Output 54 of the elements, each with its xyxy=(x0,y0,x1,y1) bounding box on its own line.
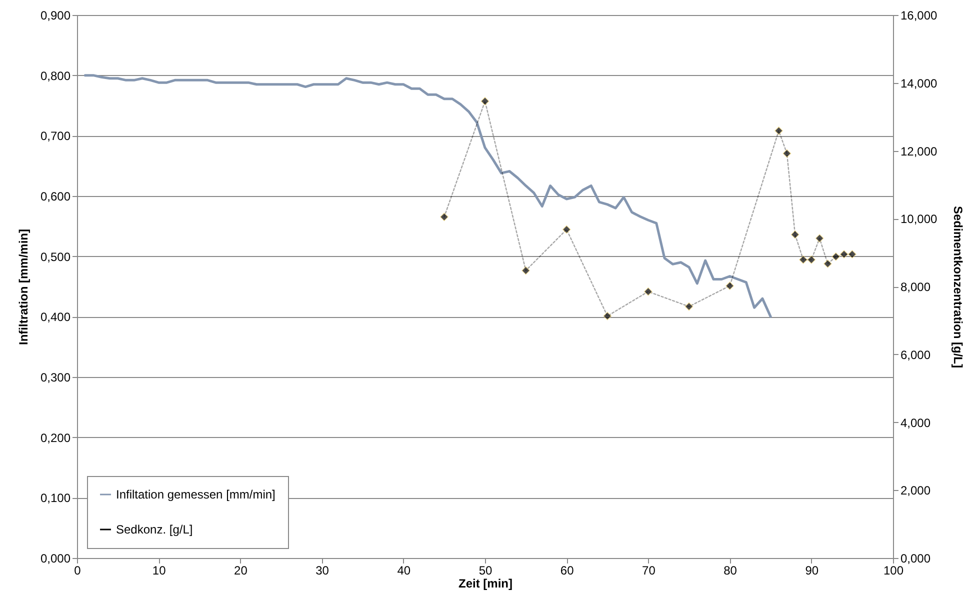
y2-tick-label: 8,000 xyxy=(900,280,931,294)
y-tick-label: 0,100 xyxy=(40,491,71,506)
point xyxy=(832,252,840,261)
x-tick-label: 10 xyxy=(152,564,166,578)
y2-axis-title: Sedimentkonzentration [g/L] xyxy=(951,206,965,368)
y2-tick-label: 12,000 xyxy=(900,144,938,158)
x-tick-label: 50 xyxy=(478,564,492,578)
x-tick-label: 100 xyxy=(883,564,904,578)
y2-tick-label: 10,000 xyxy=(900,212,938,226)
y-tick-label: 0,400 xyxy=(40,310,71,324)
y-tick-label: 0,900 xyxy=(40,8,71,22)
point xyxy=(840,250,848,258)
legend-label: Infiltation gemessen [mm/min] xyxy=(116,488,276,502)
y2-tick-label: 4,000 xyxy=(900,416,931,430)
point xyxy=(824,260,832,268)
x-tick-label: 40 xyxy=(397,564,411,578)
point xyxy=(684,302,694,311)
y2-tick-label: 6,000 xyxy=(900,348,931,362)
y2-tick-label: 14,000 xyxy=(900,76,938,90)
point xyxy=(522,266,530,275)
y-tick-label: 0,000 xyxy=(40,552,71,566)
point xyxy=(790,230,800,239)
y-tick-label: 0,800 xyxy=(40,68,71,83)
point xyxy=(603,312,612,320)
point xyxy=(480,97,490,106)
point xyxy=(562,225,571,234)
x-axis-title: Zeit [min] xyxy=(458,576,512,590)
y2-tick-label: 0,000 xyxy=(900,552,931,566)
x-tick-label: 0 xyxy=(74,564,82,578)
x-tick-label: 90 xyxy=(805,564,819,578)
point xyxy=(774,126,783,135)
point xyxy=(726,282,734,290)
y-tick-label: 0,600 xyxy=(40,190,71,204)
point xyxy=(848,250,856,258)
line-series xyxy=(84,74,772,318)
x-tick-label: 20 xyxy=(234,564,248,578)
legend-label: Sedkonz. [g/L] xyxy=(116,522,193,536)
x-tick-label: 30 xyxy=(316,564,330,578)
point xyxy=(807,256,816,264)
point xyxy=(644,287,652,296)
y-tick-label: 0,200 xyxy=(40,430,71,445)
y-axis-title: Infiltration [mm/min] xyxy=(16,229,30,345)
point xyxy=(440,212,448,222)
point xyxy=(815,234,824,242)
x-tick-label: 60 xyxy=(560,564,574,578)
x-tick-label: 80 xyxy=(724,564,738,578)
y-tick-label: 0,500 xyxy=(40,250,71,264)
y2-tick-label: 16,000 xyxy=(900,8,938,22)
point xyxy=(799,256,808,264)
x-tick-label: 70 xyxy=(642,564,656,578)
point xyxy=(782,149,792,158)
y-tick-label: 0,300 xyxy=(40,370,71,384)
y-tick-label: 0,700 xyxy=(40,129,71,144)
y2-tick-label: 2,000 xyxy=(900,484,931,498)
